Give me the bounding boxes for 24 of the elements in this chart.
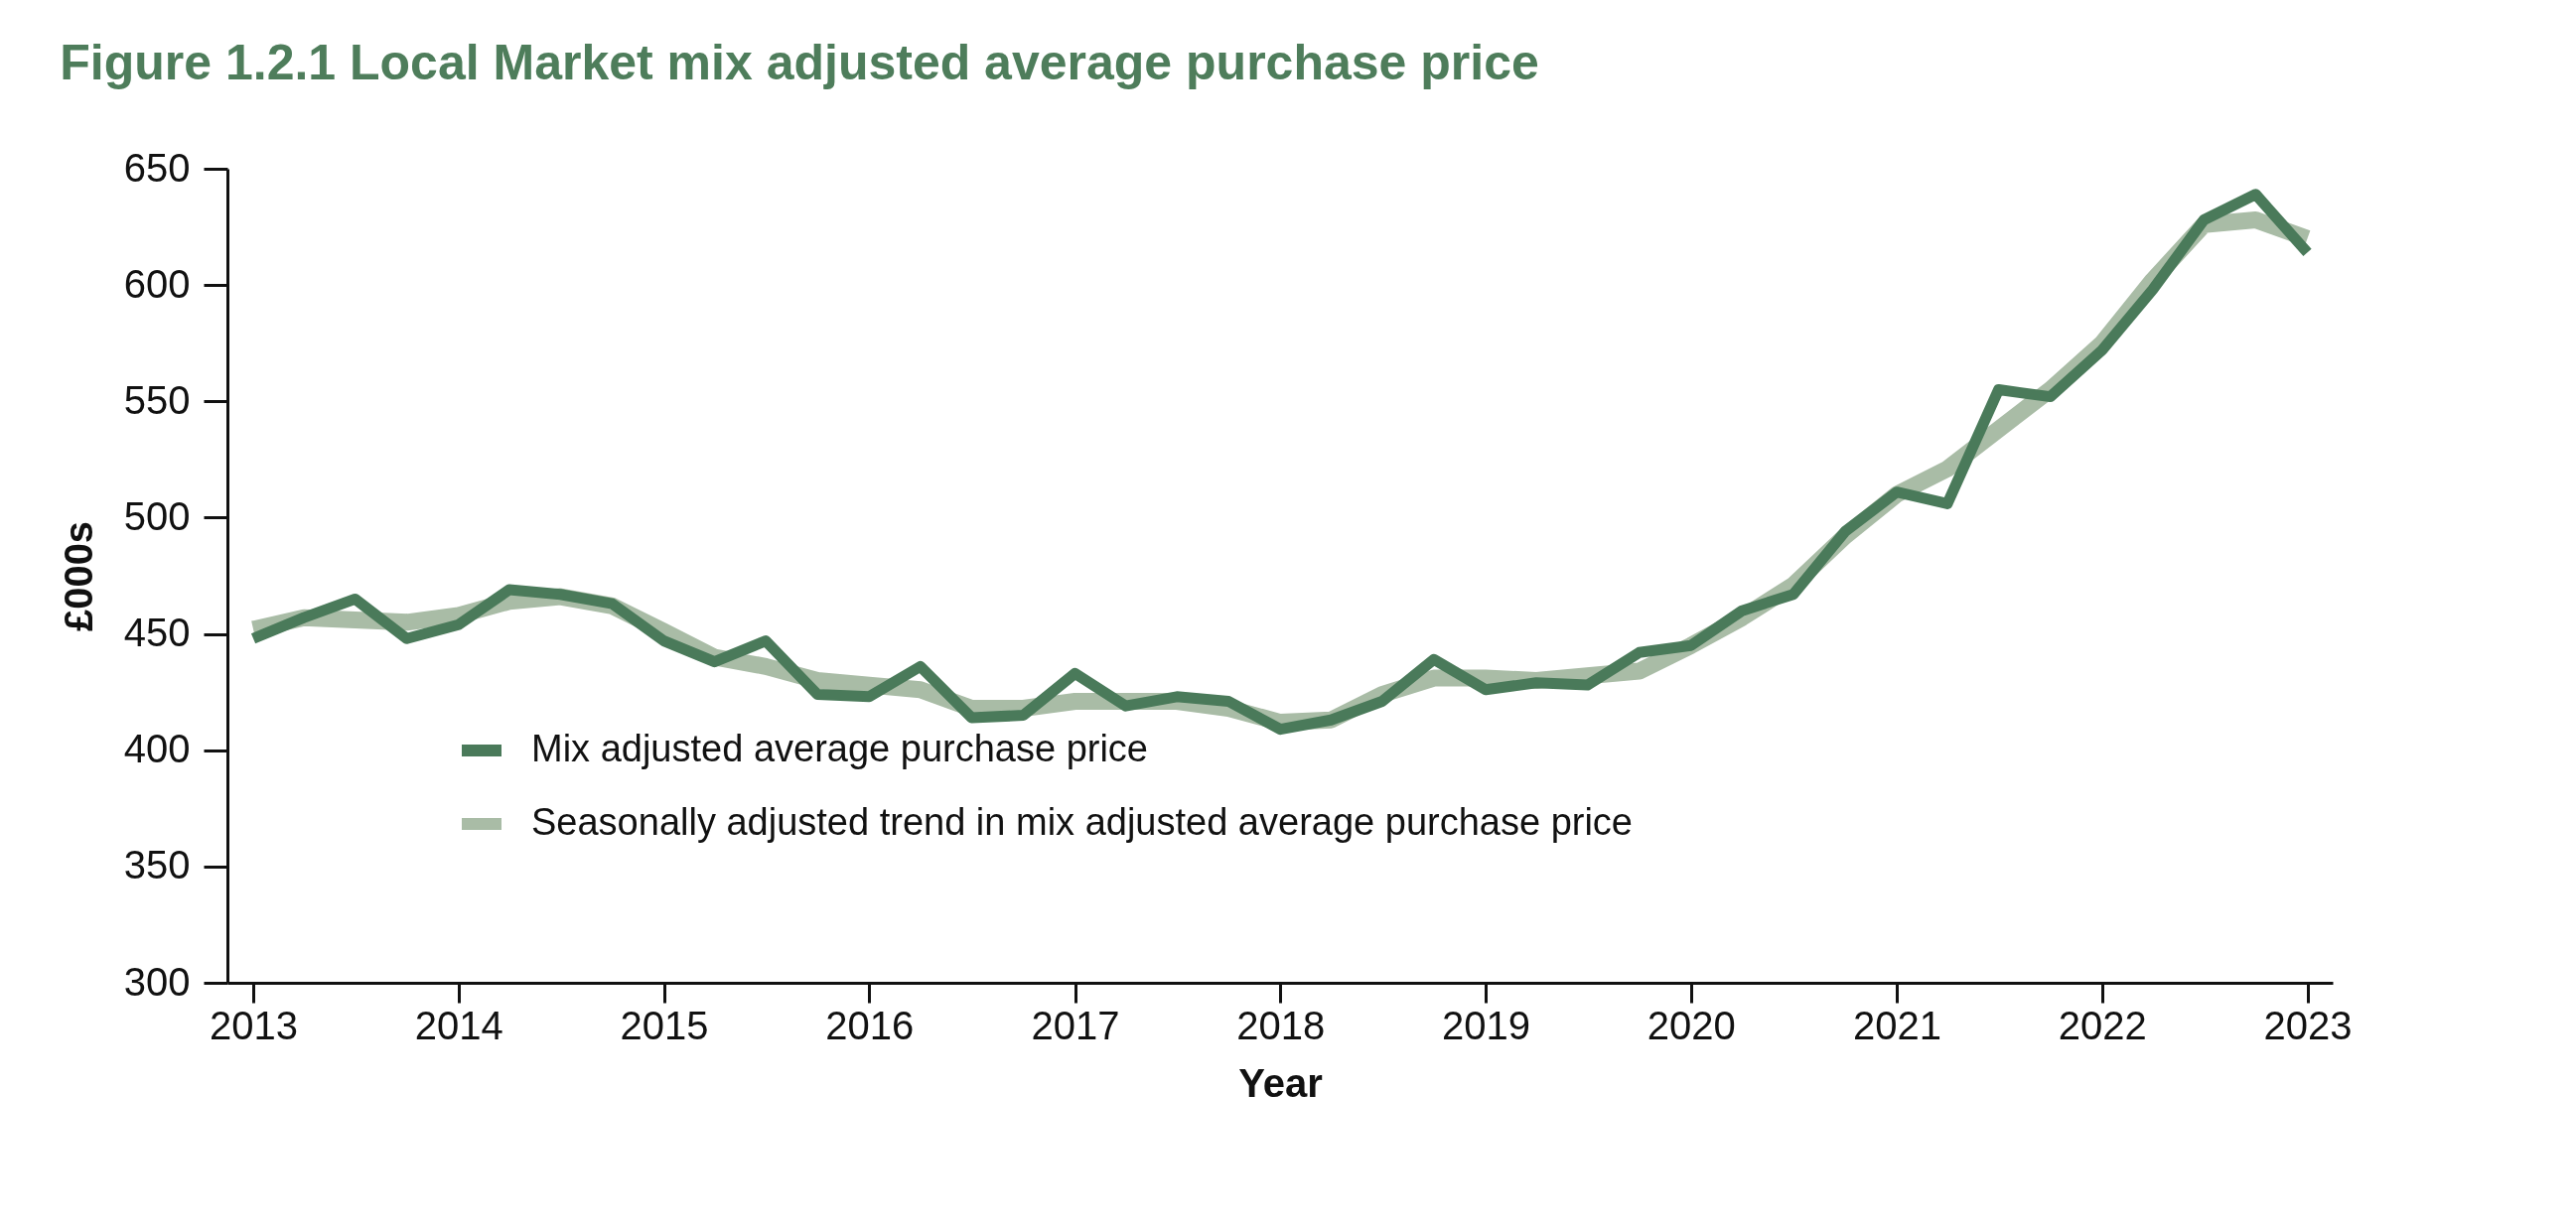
y-axis-title: £000s xyxy=(56,520,100,632)
x-axis-title: Year xyxy=(1238,1060,1323,1105)
y-tick-label: 600 xyxy=(123,261,191,306)
x-tick-label: 2014 xyxy=(414,1003,503,1047)
y-tick-label: 500 xyxy=(123,493,191,538)
x-tick-label: 2013 xyxy=(210,1003,299,1047)
x-tick-label: 2021 xyxy=(1853,1003,1942,1047)
x-tick-label: 2016 xyxy=(825,1003,915,1047)
x-tick-label: 2018 xyxy=(1236,1003,1326,1047)
legend-label: Mix adjusted average purchase price xyxy=(531,728,1149,769)
y-tick-label: 550 xyxy=(123,377,191,422)
x-tick-label: 2019 xyxy=(1442,1003,1531,1047)
x-tick-label: 2022 xyxy=(2058,1003,2147,1047)
x-tick-label: 2015 xyxy=(620,1003,709,1047)
y-tick-label: 400 xyxy=(123,727,191,771)
x-tick-label: 2023 xyxy=(2263,1003,2353,1047)
legend-label: Seasonally adjusted trend in mix adjusted average purchase price xyxy=(531,801,1633,843)
y-tick-label: 350 xyxy=(123,843,191,887)
x-tick-label: 2020 xyxy=(1646,1003,1736,1047)
y-tick-label: 450 xyxy=(123,611,191,655)
y-tick-label: 650 xyxy=(123,145,191,190)
chart-title: Figure 1.2.1 Local Market mix adjusted average purchase price xyxy=(60,35,1539,90)
x-tick-label: 2017 xyxy=(1031,1003,1120,1047)
y-tick-label: 300 xyxy=(123,959,191,1004)
